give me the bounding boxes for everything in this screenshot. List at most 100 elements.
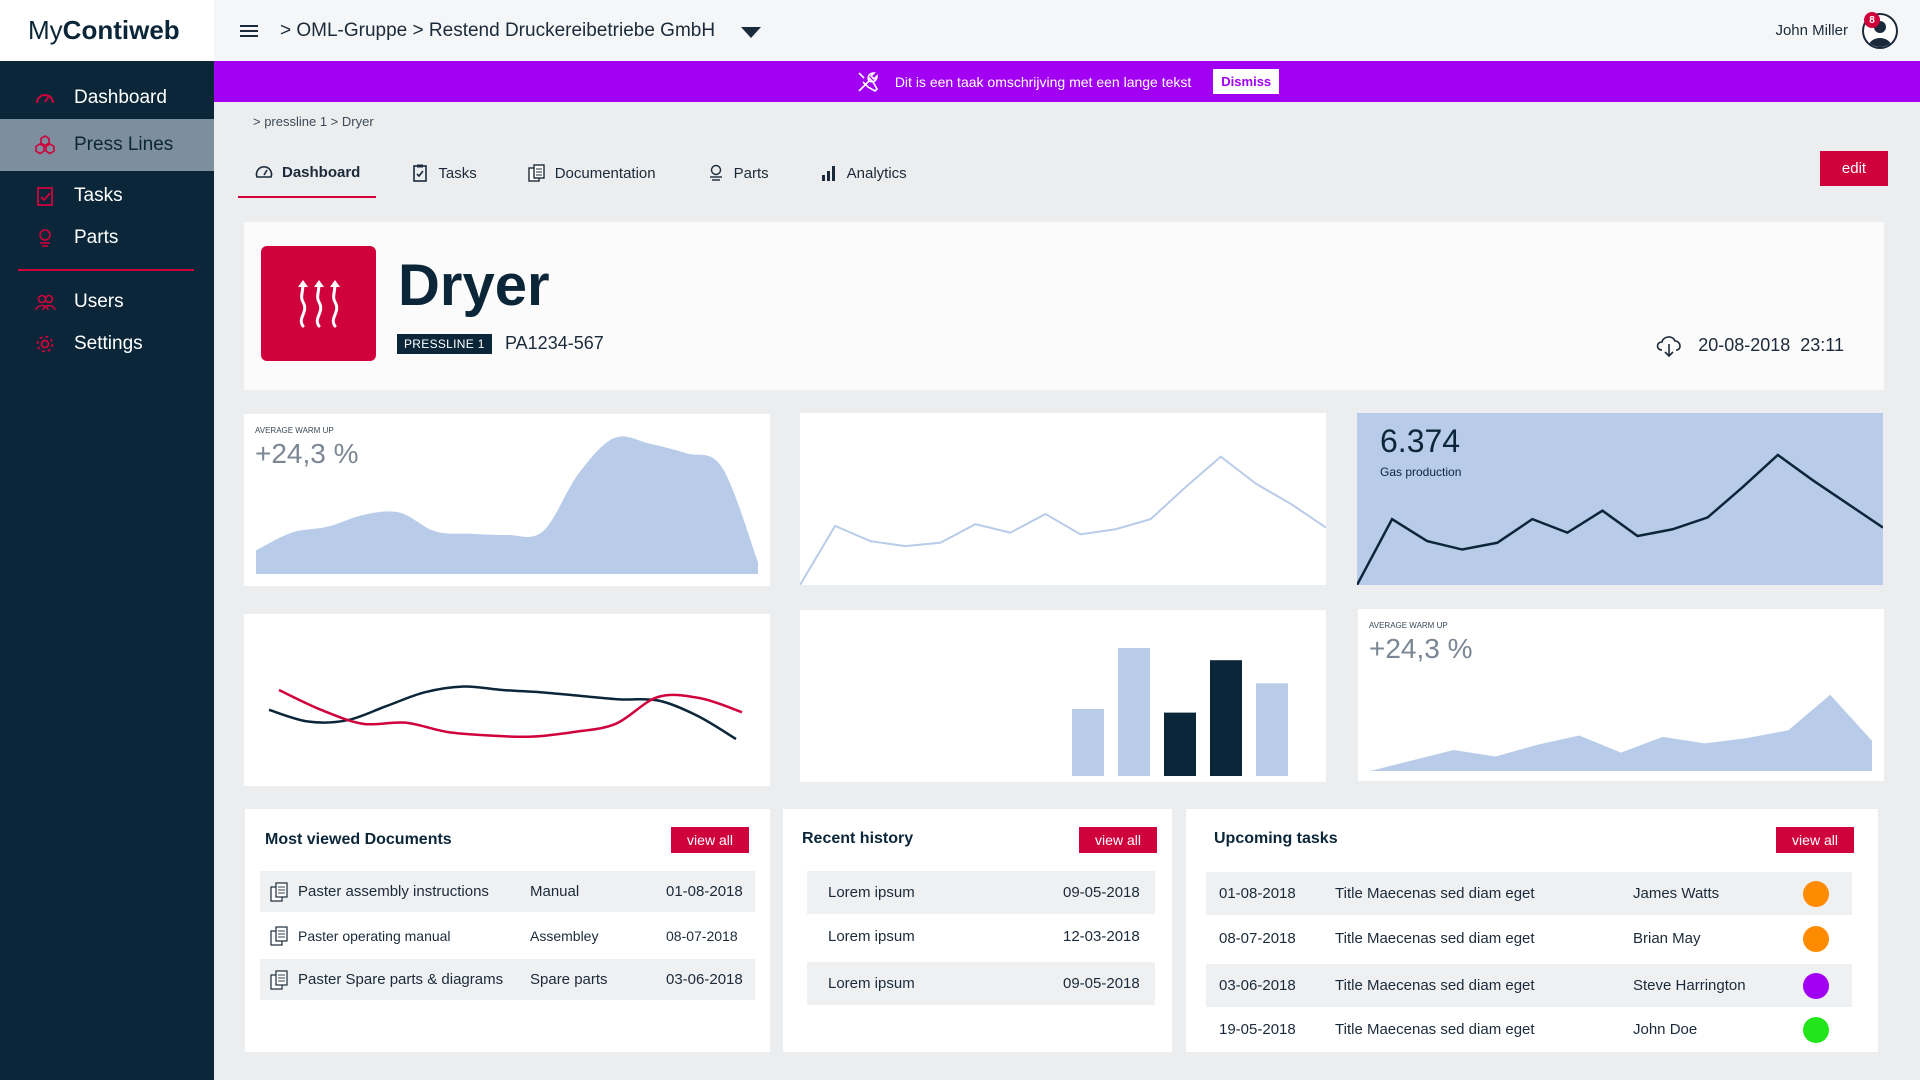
kpi-value: 6.374 — [1380, 423, 1461, 459]
line-series — [800, 455, 1326, 585]
history-name: Lorem ipsum — [828, 975, 915, 992]
card-title: Most viewed Documents — [265, 831, 452, 848]
logo[interactable]: My Contiweb — [0, 0, 214, 61]
kpi-value: +24,3 % — [1369, 633, 1473, 664]
chart-card-warm-up-2: AVERAGE WARM UP +24,3 % — [1358, 609, 1884, 781]
user-name[interactable]: John Miller — [1775, 22, 1848, 39]
task-title: Title Maecenas sed diam eget — [1335, 977, 1535, 994]
chart-card-bars — [800, 610, 1326, 782]
task-assignee: James Watts — [1633, 885, 1720, 902]
last-sync: 20-08-2018 23:11 — [1654, 332, 1844, 358]
list-item[interactable]: Lorem ipsum 09-05-2018 — [807, 962, 1155, 1005]
document-date: 03-06-2018 — [666, 971, 743, 988]
tab-label: Parts — [733, 164, 769, 182]
tab-label: Analytics — [846, 164, 907, 182]
tools-icon — [858, 71, 878, 92]
cloud-download-icon — [1656, 336, 1682, 358]
serial-number: PA1234-567 — [505, 333, 604, 353]
sidebar-item-label: Dashboard — [74, 87, 167, 108]
history-card: Recent history view all Lorem ipsum 09-0… — [783, 809, 1172, 1052]
sync-time: 23:11 — [1800, 334, 1844, 355]
gauge-icon — [34, 87, 56, 109]
sidebar-item-parts[interactable]: Parts — [0, 217, 214, 259]
tab-analytics[interactable]: Analytics — [803, 148, 923, 198]
table-row[interactable]: Paster Spare parts & diagrams Spare part… — [260, 959, 755, 1000]
kpi-label: AVERAGE WARM UP — [1369, 621, 1448, 630]
page-breadcrumb[interactable]: > pressline 1 > Dryer — [253, 114, 374, 129]
documents-card: Most viewed Documents view all Paster as… — [245, 809, 770, 1052]
tab-label: Tasks — [438, 164, 477, 182]
view-all-tasks-button[interactable]: view all — [1776, 827, 1854, 853]
table-row[interactable]: 08-07-2018 Title Maecenas sed diam eget … — [1206, 917, 1852, 960]
document-icon — [270, 881, 288, 902]
sidebar-item-users[interactable]: Users — [0, 281, 214, 323]
status-dot — [1803, 925, 1829, 952]
card-title: Upcoming tasks — [1214, 830, 1338, 847]
sidebar-item-tasks[interactable]: Tasks — [0, 175, 214, 217]
table-row[interactable]: Paster assembly instructions Manual 01-0… — [260, 871, 755, 912]
dismiss-button[interactable]: Dismiss — [1213, 69, 1280, 94]
sidebar-item-press-lines[interactable]: Press Lines — [0, 119, 214, 171]
history-date: 09-05-2018 — [1063, 884, 1140, 901]
notification-badge[interactable]: 8 — [1864, 12, 1880, 28]
menu-icon[interactable] — [240, 22, 258, 40]
chevron-down-icon[interactable] — [741, 27, 762, 38]
list-item[interactable]: Lorem ipsum 09-05-2018 — [807, 871, 1155, 914]
sync-date: 20-08-2018 — [1698, 334, 1791, 355]
chart-line-1 — [800, 455, 1326, 585]
task-title: Title Maecenas sed diam eget — [1335, 930, 1535, 947]
table-row[interactable]: Paster operating manual Assembley 08-07-… — [260, 915, 755, 956]
analytics-icon — [821, 166, 835, 181]
view-all-documents-button[interactable]: view all — [671, 827, 749, 853]
history-name: Lorem ipsum — [828, 928, 915, 945]
user-menu[interactable]: John Miller 8 — [1775, 0, 1898, 61]
document-date: 08-07-2018 — [666, 927, 738, 944]
sidebar: My Contiweb Dashboard Press Lines Tasks P… — [0, 0, 214, 1080]
documents-icon — [528, 164, 545, 182]
sidebar-item-label: Press Lines — [74, 134, 174, 155]
gauge-icon — [255, 166, 273, 178]
table-row[interactable]: 03-06-2018 Title Maecenas sed diam eget … — [1206, 964, 1852, 1007]
bar — [1118, 648, 1150, 776]
chart-area-2 — [1370, 694, 1872, 771]
status-dot — [1803, 880, 1829, 907]
tab-label: Dashboard — [282, 163, 361, 181]
tab-dashboard[interactable]: Dashboard — [238, 148, 377, 198]
list-item[interactable]: Lorem ipsum 12-03-2018 — [807, 915, 1155, 958]
chart-card-gas: 6.374 Gas production — [1357, 413, 1883, 585]
table-row[interactable]: 01-08-2018 Title Maecenas sed diam eget … — [1206, 872, 1852, 915]
users-icon — [34, 291, 56, 313]
document-name: Paster Spare parts & diagrams — [298, 971, 504, 988]
sidebar-item-settings[interactable]: Settings — [0, 323, 214, 365]
tab-documentation[interactable]: Documentation — [511, 148, 672, 198]
edit-button[interactable]: edit — [1820, 151, 1888, 186]
clipboard-icon — [34, 185, 56, 207]
parts-icon — [34, 227, 56, 249]
document-icon — [270, 969, 288, 990]
banner-text: Dit is een taak omschrijving met een lan… — [894, 73, 1192, 90]
chart-card-comparison — [244, 614, 770, 786]
gear-icon — [34, 333, 56, 355]
chart-line-3 — [268, 685, 743, 741]
notification-banner: Dit is een taak omschrijving met een lan… — [214, 61, 1920, 102]
tab-tasks[interactable]: Tasks — [394, 148, 492, 198]
view-all-history-button[interactable]: view all — [1079, 827, 1157, 853]
logo-light: My — [28, 15, 63, 45]
bar — [1164, 712, 1196, 776]
document-type: Spare parts — [530, 971, 608, 988]
chart-card-warm-up: AVERAGE WARM UP +24,3 % — [244, 414, 770, 586]
sidebar-item-dashboard[interactable]: Dashboard — [0, 77, 214, 119]
table-row[interactable]: 19-05-2018 Title Maecenas sed diam eget … — [1206, 1008, 1852, 1051]
line-series-red — [278, 688, 743, 739]
document-name: Paster assembly instructions — [298, 883, 489, 900]
document-date: 01-08-2018 — [666, 883, 743, 900]
kpi-value: +24,3 % — [255, 438, 359, 469]
tab-label: Documentation — [554, 164, 656, 182]
tab-bar: Dashboard Tasks Documentation Parts Anal… — [238, 148, 941, 198]
tab-parts[interactable]: Parts — [690, 148, 785, 198]
breadcrumb[interactable]: > OML-Gruppe > Restend Druckereibetriebe… — [280, 19, 716, 41]
task-date: 01-08-2018 — [1219, 885, 1296, 902]
task-assignee: Steve Harrington — [1633, 977, 1746, 994]
task-date: 03-06-2018 — [1219, 977, 1296, 994]
document-type: Manual — [530, 883, 580, 900]
